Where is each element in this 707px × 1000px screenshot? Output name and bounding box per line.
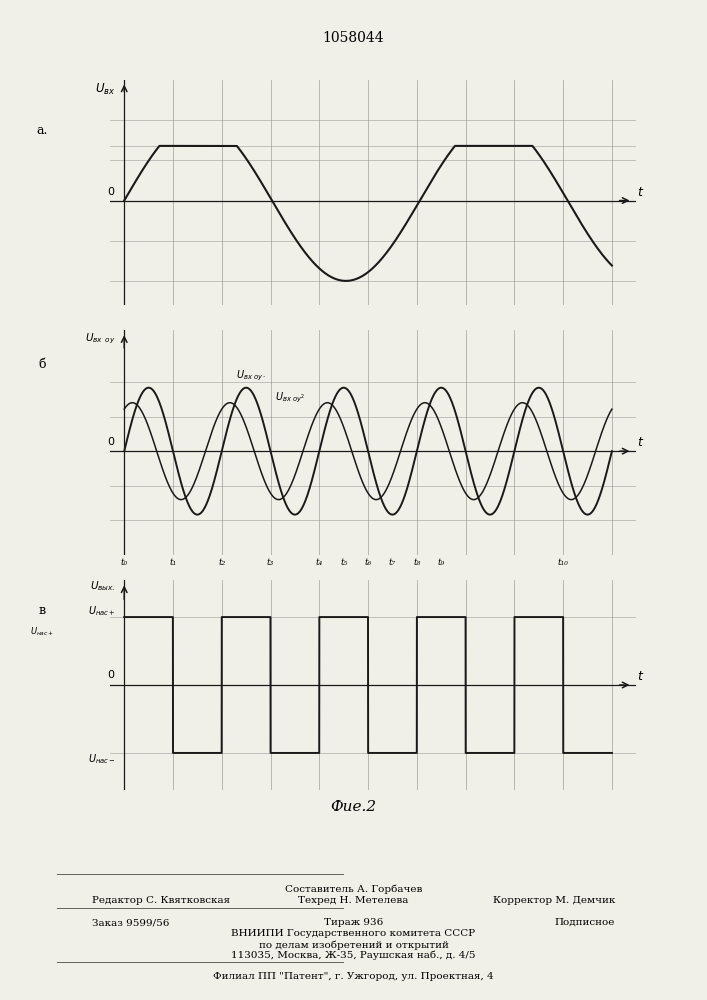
Text: $0$: $0$ [107,185,115,197]
Text: Филиал ПП "Патент", г. Ужгород, ул. Проектная, 4: Филиал ПП "Патент", г. Ужгород, ул. Прое… [214,972,493,981]
Text: t₀: t₀ [121,558,128,567]
Text: Тираж 936: Тираж 936 [324,918,383,927]
Text: t₄: t₄ [315,558,323,567]
Text: t₅: t₅ [340,558,347,567]
Text: t₇: t₇ [389,558,396,567]
Text: Редактор С. Квятковская: Редактор С. Квятковская [92,896,230,905]
Text: $U_{вх}$: $U_{вх}$ [95,82,115,97]
Text: a.: a. [37,123,48,136]
Text: $0$: $0$ [107,668,115,680]
Text: $U_{вх\ оу^2}$: $U_{вх\ оу^2}$ [276,391,306,405]
Text: 113035, Москва, Ж-35, Раушская наб., д. 4/5: 113035, Москва, Ж-35, Раушская наб., д. … [231,951,476,960]
Text: б: б [39,359,46,371]
Text: t₆: t₆ [364,558,372,567]
Text: t₁₀: t₁₀ [558,558,568,567]
Text: $t$: $t$ [637,186,645,199]
Text: t₃: t₃ [267,558,274,567]
Text: $U_{вх}$ ${}_{оу}$: $U_{вх}$ ${}_{оу}$ [85,332,115,346]
Text: Составитель А. Горбачев: Составитель А. Горбачев [285,884,422,894]
Text: по делам изобретений и открытий: по делам изобретений и открытий [259,940,448,950]
Text: Корректор М. Демчик: Корректор М. Демчик [493,896,615,905]
Text: $U_{нас+}$: $U_{нас+}$ [88,604,115,618]
Text: Заказ 9599/56: Заказ 9599/56 [92,918,169,927]
Text: ────────────────────────────────────────────────────────────────────────: ────────────────────────────────────────… [57,906,344,912]
Text: Техред Н. Метелева: Техред Н. Метелева [298,896,409,905]
Text: t₂: t₂ [218,558,226,567]
Text: $U_{вх\ оу\cdot}$: $U_{вх\ оу\cdot}$ [236,369,267,383]
Text: 1058044: 1058044 [322,31,385,45]
Text: t₈: t₈ [413,558,421,567]
Text: Подписное: Подписное [555,918,615,927]
Text: $U_{нас+}$: $U_{нас+}$ [30,626,54,638]
Text: $0$: $0$ [107,435,115,447]
Text: t₁: t₁ [170,558,177,567]
Text: ────────────────────────────────────────────────────────────────────────: ────────────────────────────────────────… [57,960,344,966]
Text: $U_{вых.}$: $U_{вых.}$ [90,579,115,593]
Text: t₉: t₉ [438,558,445,567]
Text: ────────────────────────────────────────────────────────────────────────: ────────────────────────────────────────… [57,872,344,878]
Text: $t$: $t$ [637,436,645,449]
Text: $t$: $t$ [637,670,645,683]
Text: ВНИИПИ Государственного комитета СССР: ВНИИПИ Государственного комитета СССР [231,929,476,938]
Text: $U_{нас-}$: $U_{нас-}$ [88,752,115,766]
Text: Фие.2: Фие.2 [330,800,377,814]
Text: в: в [39,603,46,616]
